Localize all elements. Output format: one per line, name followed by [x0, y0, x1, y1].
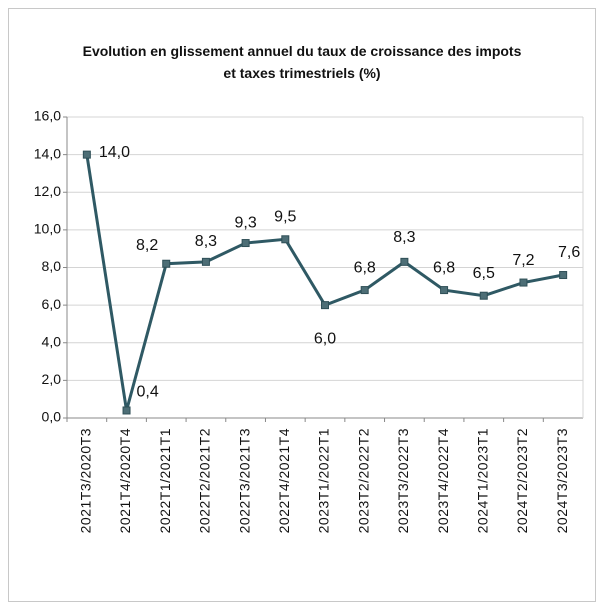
data-label: 6,5 [473, 265, 495, 282]
marker [162, 259, 171, 268]
marker [559, 271, 568, 280]
marker [241, 239, 250, 248]
y-tick-label: 12,0 [34, 183, 61, 199]
x-tick-label: 2024T2/2023T2 [514, 428, 530, 533]
x-tick-label: 2021T4/2020T4 [117, 428, 133, 533]
y-tick-label: 10,0 [34, 221, 61, 237]
data-label: 6,8 [433, 259, 455, 276]
data-label: 8,3 [393, 229, 415, 246]
marker [440, 286, 449, 295]
x-tick-label: 2023T3/2022T3 [395, 428, 411, 533]
x-tick-label: 2024T1/2023T1 [474, 428, 490, 533]
marker [479, 291, 488, 300]
x-tick-label: 2022T2/2021T2 [197, 428, 213, 533]
data-label: 6,0 [314, 330, 336, 347]
chart-frame [8, 8, 596, 602]
marker [400, 257, 409, 266]
marker [321, 301, 329, 310]
data-label: 9,5 [274, 209, 296, 226]
data-label: 6,8 [354, 259, 376, 276]
marker [82, 150, 91, 159]
marker [201, 257, 210, 266]
y-tick-label: 8,0 [42, 258, 62, 274]
data-label: 8,2 [136, 237, 158, 254]
data-label: 9,3 [234, 214, 256, 231]
x-tick-label: 2023T4/2022T4 [435, 428, 451, 533]
y-tick-label: 6,0 [42, 296, 62, 312]
marker [360, 286, 369, 295]
x-tick-label: 2023T2/2022T2 [355, 428, 371, 533]
data-label: 14,0 [99, 144, 130, 161]
y-tick-label: 4,0 [42, 333, 62, 349]
y-tick-label: 0,0 [42, 409, 62, 425]
marker [519, 278, 528, 287]
x-tick-label: 2024T3/2023T3 [554, 428, 570, 533]
y-tick-label: 2,0 [42, 371, 62, 387]
x-tick-label: 2021T3/2020T3 [78, 428, 94, 533]
data-label: 0,4 [137, 384, 159, 401]
data-label: 7,6 [558, 244, 580, 261]
x-tick-label: 2022T1/2021T1 [157, 428, 173, 533]
x-tick-label: 2022T4/2021T4 [276, 428, 292, 533]
data-label: 7,2 [512, 252, 534, 269]
chart-title: Evolution en glissement annuel du taux d… [82, 43, 522, 81]
marker [122, 406, 131, 415]
y-tick-label: 16,0 [34, 108, 61, 124]
data-label: 8,3 [195, 233, 217, 250]
y-tick-label: 14,0 [34, 145, 61, 161]
x-tick-label: 2023T1/2022T1 [316, 428, 332, 533]
marker [281, 235, 290, 244]
x-tick-label: 2022T3/2021T3 [236, 428, 252, 533]
line [85, 154, 564, 411]
